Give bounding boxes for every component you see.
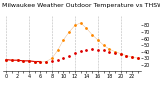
Text: Milwaukee Weather Outdoor Temperature vs THSW Index per Hour (24 Hours): Milwaukee Weather Outdoor Temperature vs… xyxy=(2,3,160,8)
